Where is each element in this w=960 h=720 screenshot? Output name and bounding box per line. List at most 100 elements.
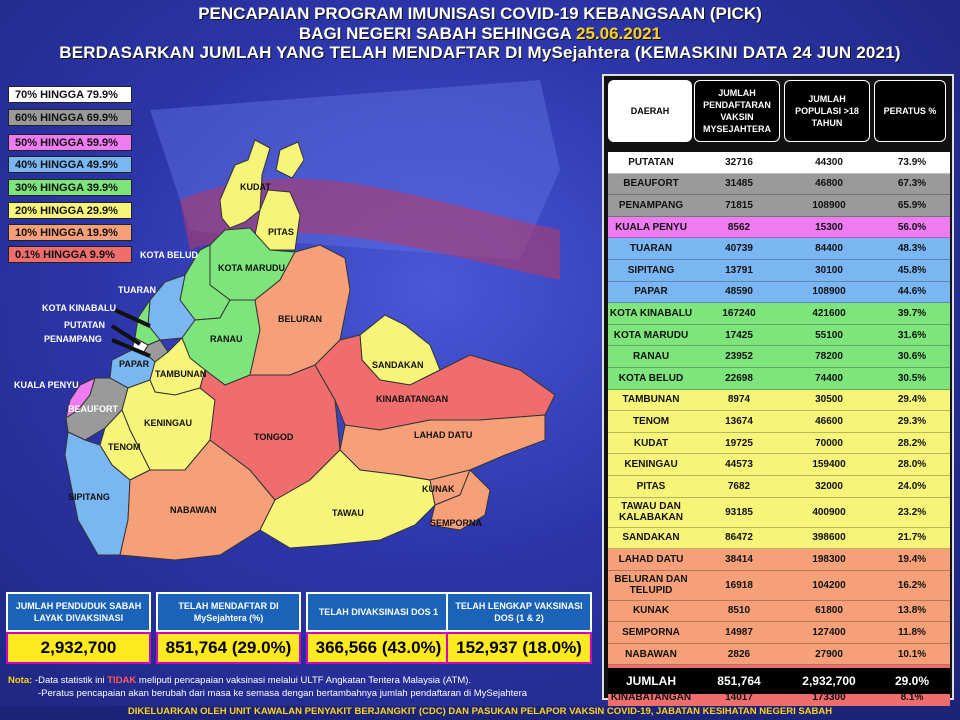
table-body: PUTATAN 32716 44300 73.9% BEAUFORT 31485 46800… — [608, 152, 950, 709]
note-tidak: TIDAK — [107, 675, 137, 686]
registered-count: 86472 — [725, 532, 753, 544]
district-name: KUDAT — [633, 437, 669, 449]
district-name: KOTA BELUD — [618, 372, 684, 384]
label-ranau: RANAU — [210, 334, 243, 344]
district-name: LAHAD DATU — [618, 553, 684, 565]
population-count: 30100 — [815, 264, 843, 276]
table-row: PAPAR 48590 108900 44.6% — [608, 281, 950, 304]
registered-count: 2826 — [727, 648, 751, 660]
label-keningau: KENINGAU — [144, 418, 192, 428]
stat-label: TELAH DIVAKSINASI DOS 1 — [306, 592, 451, 632]
footer-credit: DIKELUARKAN OLEH UNIT KAWALAN PENYAKIT B… — [0, 706, 960, 720]
table-total-row: JUMLAH 851,764 2,932,700 29.0% — [608, 668, 950, 694]
leader-putatan — [110, 324, 142, 346]
population-count: 400900 — [812, 506, 846, 518]
island-banggi — [275, 141, 305, 179]
total-label: JUMLAH — [626, 674, 676, 688]
percent-value: 19.4% — [897, 553, 927, 565]
header-registered: JUMLAH PENDAFTARAN VAKSIN MYSEJAHTERA — [694, 80, 780, 142]
population-count: 55100 — [815, 329, 843, 341]
district-name: BELURAN DAN TELUPID — [614, 574, 688, 597]
leader-penampang — [111, 338, 151, 358]
leader-kota-kinabalu — [114, 308, 151, 328]
stat-label: TELAH MENDAFTAR DI MySejahtera (%) — [156, 592, 301, 632]
registered-count: 17425 — [725, 329, 753, 341]
percent-value: 39.7% — [897, 307, 927, 319]
stat-dose-1: TELAH DIVAKSINASI DOS 1 366,566 (43.0%) — [306, 592, 451, 684]
label-putatan: PUTATAN — [64, 320, 105, 330]
label-sandakan: SANDAKAN — [372, 360, 424, 370]
leader-lines — [110, 308, 151, 358]
registered-count: 19725 — [725, 437, 753, 449]
district-name: SEMPORNA — [622, 627, 680, 639]
label-penampang: PENAMPANG — [44, 334, 102, 344]
district-name: PAPAR — [634, 286, 668, 298]
stat-value: 366,566 (43.0%) — [306, 632, 451, 664]
population-count: 108900 — [812, 199, 846, 211]
table-row: KENINGAU 44573 159400 28.0% — [608, 454, 950, 476]
stat-registered: TELAH MENDAFTAR DI MySejahtera (%) 851,7… — [156, 592, 301, 684]
table-row: KOTA KINABALU 167240 421600 39.7% — [608, 303, 950, 325]
stat-value: 2,932,700 — [6, 632, 151, 664]
percent-value: 10.1% — [897, 648, 927, 660]
table-row: KOTA MARUDU 17425 55100 31.6% — [608, 324, 950, 347]
percent-value: 8.1% — [900, 691, 924, 703]
percent-value: 21.7% — [897, 532, 927, 544]
registered-count: 71815 — [725, 199, 753, 211]
population-count: 108900 — [812, 286, 846, 298]
label-tambunan: TAMBUNAN — [155, 369, 206, 379]
label-tuaran: TUARAN — [118, 285, 156, 295]
stat-label: JUMLAH PENDUDUK SABAH LAYAK DIVAKSINASI — [6, 592, 151, 632]
label-tongod: TONGOD — [254, 432, 294, 442]
title-line-3: BERDASARKAN JUMLAH YANG TELAH MENDAFTAR … — [59, 43, 901, 62]
registered-count: 31485 — [725, 178, 753, 190]
population-count: 70000 — [815, 437, 843, 449]
table-row: LAHAD DATU 38414 198300 19.4% — [608, 549, 950, 571]
table-row: SANDAKAN 86472 398600 21.7% — [608, 527, 950, 550]
registered-count: 167240 — [722, 307, 756, 319]
district-name: SIPITANG — [627, 264, 675, 276]
percent-value: 48.3% — [897, 243, 927, 255]
legend-item-70: 70% HINGGA 79.9% — [8, 86, 132, 103]
registered-count: 14987 — [725, 627, 753, 639]
table-row: PENAMPANG 71815 108900 65.9% — [608, 195, 950, 217]
percent-value: 67.3% — [897, 178, 927, 190]
population-count: 32000 — [815, 480, 843, 492]
population-count: 173300 — [812, 691, 846, 703]
registered-count: 8510 — [727, 605, 751, 617]
district-name: NABAWAN — [625, 648, 677, 660]
table-row: NABAWAN 2826 27900 10.1% — [608, 643, 950, 666]
percent-value: 56.0% — [897, 221, 927, 233]
population-count: 421600 — [812, 307, 846, 319]
label-nabawan: NABAWAN — [170, 505, 217, 515]
registered-count: 16918 — [725, 579, 753, 591]
table-row: KUALA PENYU 8562 15300 56.0% — [608, 216, 950, 239]
district-name: KINABATANGAN — [610, 691, 692, 703]
district-name: PITAS — [636, 480, 666, 492]
header-daerah: DAERAH — [608, 80, 692, 142]
registered-count: 93185 — [725, 506, 753, 518]
total-population: 2,932,700 — [802, 674, 856, 688]
population-count: 74400 — [815, 372, 843, 384]
table-row: BELURAN DAN TELUPID 16918 104200 16.2% — [608, 570, 950, 601]
population-count: 61800 — [815, 605, 843, 617]
registered-count: 48590 — [725, 286, 753, 298]
population-count: 198300 — [812, 553, 846, 565]
label-beaufort: BEAUFORT — [68, 404, 118, 414]
district-name: PENAMPANG — [618, 199, 684, 211]
population-count: 84400 — [815, 243, 843, 255]
registered-count: 8562 — [727, 221, 751, 233]
table-row: KUNAK 8510 61800 13.8% — [608, 600, 950, 623]
district-name: KOTA MARUDU — [613, 329, 689, 341]
label-semporna: SEMPORNA — [430, 518, 483, 528]
header-population: JUMLAH POPULASI >18 TAHUN — [784, 80, 870, 142]
registered-count: 32716 — [725, 156, 753, 168]
legend-item-10: 10% HINGGA 19.9% — [8, 224, 132, 241]
percent-value: 11.8% — [898, 627, 926, 639]
note-text-a: -Data statistik ini — [32, 675, 108, 686]
percent-value: 28.2% — [897, 437, 927, 449]
percent-value: 13.8% — [897, 605, 927, 617]
percent-value: 65.9% — [897, 199, 927, 211]
registered-count: 13791 — [725, 264, 753, 276]
district-name: RANAU — [632, 351, 670, 363]
